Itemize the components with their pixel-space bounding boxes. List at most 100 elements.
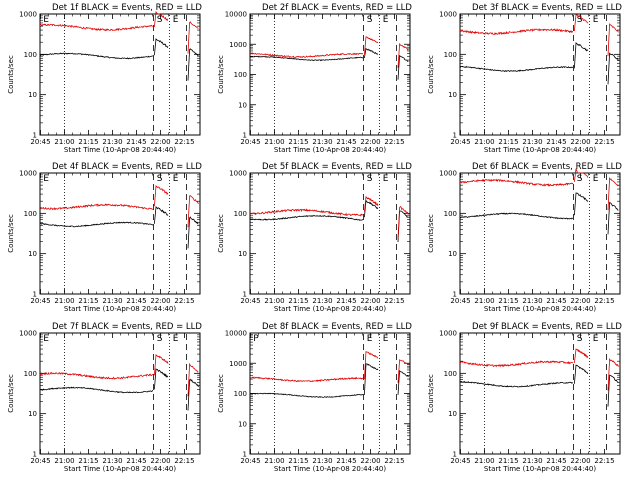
x-tick-label: 21:00 (474, 297, 494, 305)
region-marker-label: S (157, 15, 163, 25)
series-line-events-post (154, 38, 169, 56)
panel-title: Det 6f BLACK = Events, RED = LLD (472, 162, 622, 172)
panel-det-7f: Det 7f BLACK = Events, RED = LLD 1 10 100 10… (7, 322, 202, 473)
y-tick-label: 100 (24, 370, 37, 378)
y-tick-label: 100 (24, 210, 37, 218)
x-tick-label: 21:00 (264, 457, 284, 465)
x-tick-label: 21:00 (54, 297, 74, 305)
y-tick-label: 1 (243, 451, 247, 459)
y-tick-label: 1000 (229, 41, 247, 49)
y-tick-label: 10 (448, 410, 457, 418)
region-marker-label: S (577, 15, 583, 25)
region-marker-label: S (577, 334, 583, 344)
x-tick-label: 21:15 (78, 297, 98, 305)
series-line-lld-pre (39, 203, 154, 211)
y-tick-label: 100 (234, 390, 247, 398)
y-tick-label: 100 (444, 370, 457, 378)
y-tick-label: 100 (24, 51, 37, 59)
y-tick-label: 10 (28, 250, 37, 258)
series-line-lld-pre (39, 23, 154, 32)
x-tick-label: 22:00 (150, 457, 170, 465)
panel-det-1f: Det 1f BLACK = Events, RED = LLD 1 10 100 10… (7, 3, 202, 154)
x-tick-label: 21:30 (102, 297, 122, 305)
y-tick-label: 10 (448, 91, 457, 99)
series-line-lld-tail (607, 177, 619, 211)
panel-title: Det 8f BLACK = Events, RED = LLD (262, 322, 412, 332)
series-line-events-post (154, 205, 169, 224)
x-tick-label: 21:15 (78, 457, 98, 465)
series-line-lld-tail (397, 42, 409, 68)
y-tick-label: 100 (444, 51, 457, 59)
series-line-events-post (364, 199, 379, 218)
series-line-events-tail (397, 210, 409, 243)
x-tick-label: 21:15 (498, 297, 518, 305)
panel-det-9f: Det 9f BLACK = Events, RED = LLD 1 10 100 10… (427, 322, 622, 473)
series-line-events-pre (249, 214, 364, 221)
panel-det-5f: Det 5f BLACK = Events, RED = LLD 1 10 100 10… (217, 162, 412, 313)
y-tick-label: 100 (444, 210, 457, 218)
x-axis-label: Start Time (10-Apr-08 20:44:40) (274, 465, 386, 473)
x-axis-label: Start Time (10-Apr-08 20:44:40) (274, 305, 386, 313)
x-tick-label: 22:00 (570, 297, 590, 305)
series-line-events-post (574, 42, 589, 69)
x-tick-label: 22:00 (150, 297, 170, 305)
x-tick-label: 21:45 (546, 297, 566, 305)
series-line-lld-tail (397, 206, 409, 239)
x-tick-label: 22:00 (360, 297, 380, 305)
x-tick-label: 20:45 (450, 457, 470, 465)
region-marker-label: S (367, 174, 373, 184)
series-line-lld-post (574, 168, 589, 182)
series-line-lld-post (364, 36, 379, 55)
region-marker-label: P (253, 334, 259, 344)
series-line-lld-pre (39, 371, 154, 380)
y-tick-label: 1 (243, 291, 247, 299)
x-tick-label: 21:15 (288, 138, 308, 146)
x-tick-label: 21:45 (546, 457, 566, 465)
series-line-events-pre (460, 212, 574, 220)
region-marker-label: E (173, 15, 179, 25)
panel-title: Det 4f BLACK = Events, RED = LLD (52, 162, 202, 172)
x-tick-label: 22:00 (570, 138, 590, 146)
y-tick-label: 10 (28, 410, 37, 418)
x-axis-label: Start Time (10-Apr-08 20:44:40) (64, 465, 176, 473)
series-line-lld-post (574, 348, 589, 364)
y-axis-label: Counts/sec (427, 374, 435, 413)
y-tick-label: 1000 (439, 330, 457, 338)
y-axis-label: Counts/sec (217, 214, 225, 253)
y-axis-label: Counts/sec (217, 55, 225, 94)
series-line-lld-pre (459, 28, 574, 36)
series-line-events-pre (459, 380, 574, 388)
y-axis-label: Counts/sec (427, 214, 435, 253)
y-axis-label: Counts/sec (7, 55, 15, 94)
y-tick-label: 10 (238, 250, 247, 258)
x-tick-label: 21:30 (312, 297, 332, 305)
y-tick-label: 100 (234, 210, 247, 218)
y-tick-label: 1000 (439, 170, 457, 178)
region-marker-label: E (43, 334, 49, 344)
x-tick-label: 21:45 (126, 297, 146, 305)
series-line-lld-post (154, 10, 169, 27)
y-tick-label: 1 (33, 291, 37, 299)
x-tick-label: 20:45 (240, 457, 260, 465)
y-tick-label: 10 (238, 101, 247, 109)
panel-title: Det 9f BLACK = Events, RED = LLD (472, 322, 622, 332)
plot-frame (249, 13, 411, 136)
region-marker-label: E (173, 174, 179, 184)
x-tick-label: 21:00 (54, 138, 74, 146)
y-tick-label: 10000 (225, 11, 247, 19)
y-tick-label: 1000 (229, 170, 247, 178)
x-tick-label: 22:15 (594, 138, 614, 146)
y-tick-label: 1 (453, 291, 457, 299)
x-tick-label: 22:15 (594, 457, 614, 465)
y-tick-label: 10 (28, 91, 37, 99)
y-tick-label: 1 (33, 132, 37, 140)
series-line-events-tail (607, 374, 619, 407)
plot-frame (459, 172, 621, 295)
region-marker-label: E (593, 174, 599, 184)
x-tick-label: 22:15 (594, 297, 614, 305)
plot-frame (39, 13, 201, 136)
region-marker-label: E (383, 334, 389, 344)
x-tick-label: 22:00 (570, 457, 590, 465)
x-tick-label: 20:45 (450, 297, 470, 305)
panel-det-8f: Det 8f BLACK = Events, RED = LLD 1 10 100 10… (217, 322, 412, 473)
